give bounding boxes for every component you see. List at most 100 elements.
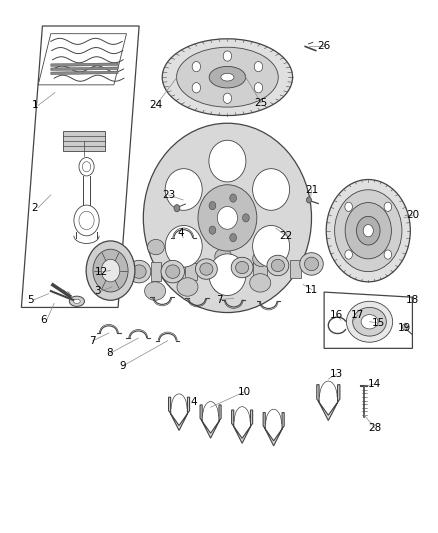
Text: 9: 9 (119, 361, 126, 372)
Polygon shape (51, 71, 118, 75)
Polygon shape (169, 397, 190, 431)
Ellipse shape (162, 39, 293, 116)
Text: 23: 23 (162, 190, 175, 200)
Ellipse shape (195, 259, 217, 279)
Polygon shape (217, 263, 231, 279)
Text: 16: 16 (330, 310, 343, 320)
Ellipse shape (267, 255, 289, 276)
Ellipse shape (93, 249, 128, 292)
Text: 10: 10 (238, 387, 251, 397)
Polygon shape (324, 292, 413, 349)
Ellipse shape (132, 265, 146, 278)
Text: 13: 13 (330, 369, 343, 379)
Ellipse shape (217, 206, 237, 229)
Text: 4: 4 (191, 397, 197, 407)
Text: 12: 12 (95, 266, 108, 277)
Text: 21: 21 (305, 185, 318, 195)
Ellipse shape (300, 253, 323, 275)
Polygon shape (51, 67, 118, 70)
Polygon shape (21, 26, 139, 308)
Text: 26: 26 (318, 42, 331, 52)
Ellipse shape (161, 260, 184, 283)
Circle shape (345, 250, 353, 259)
Ellipse shape (148, 239, 164, 255)
Ellipse shape (353, 308, 386, 336)
Text: 20: 20 (406, 211, 419, 220)
Circle shape (174, 205, 180, 212)
Circle shape (74, 205, 99, 236)
Ellipse shape (213, 275, 234, 294)
Ellipse shape (209, 67, 246, 88)
Polygon shape (51, 63, 118, 67)
Polygon shape (151, 262, 161, 281)
Polygon shape (317, 385, 340, 421)
Ellipse shape (165, 225, 202, 267)
Ellipse shape (209, 140, 246, 182)
Ellipse shape (253, 168, 290, 211)
Ellipse shape (165, 168, 202, 211)
Ellipse shape (215, 248, 232, 264)
Ellipse shape (253, 251, 269, 266)
Polygon shape (232, 410, 253, 443)
Circle shape (79, 158, 94, 176)
Polygon shape (184, 263, 197, 280)
Circle shape (192, 83, 201, 93)
Ellipse shape (304, 257, 318, 271)
Ellipse shape (345, 203, 392, 259)
Text: 18: 18 (406, 295, 419, 305)
Ellipse shape (198, 185, 257, 251)
Circle shape (254, 61, 263, 72)
Ellipse shape (253, 225, 290, 267)
Circle shape (384, 250, 392, 259)
Ellipse shape (335, 190, 402, 272)
Circle shape (223, 93, 232, 103)
Circle shape (230, 194, 237, 202)
Ellipse shape (271, 260, 284, 272)
Circle shape (307, 197, 311, 203)
Text: 7: 7 (89, 336, 96, 346)
Text: 1: 1 (32, 100, 38, 110)
Text: 28: 28 (368, 423, 381, 433)
Circle shape (254, 83, 263, 93)
Polygon shape (200, 405, 221, 438)
Text: 5: 5 (27, 295, 34, 305)
Ellipse shape (166, 265, 180, 278)
Ellipse shape (143, 123, 311, 312)
Text: 15: 15 (372, 318, 385, 328)
Ellipse shape (236, 261, 249, 273)
Text: 8: 8 (106, 349, 113, 359)
Ellipse shape (221, 74, 234, 81)
Text: 7: 7 (215, 295, 223, 305)
Polygon shape (38, 34, 127, 85)
Ellipse shape (357, 216, 380, 245)
Circle shape (243, 214, 249, 222)
Ellipse shape (250, 273, 271, 292)
Text: 14: 14 (368, 379, 381, 389)
Ellipse shape (69, 296, 85, 306)
Text: 3: 3 (95, 286, 101, 296)
Text: 25: 25 (254, 98, 268, 108)
Circle shape (82, 161, 91, 172)
Ellipse shape (127, 260, 151, 283)
Circle shape (209, 226, 216, 234)
Polygon shape (64, 131, 106, 151)
Circle shape (223, 51, 232, 61)
Text: 22: 22 (279, 231, 293, 241)
Ellipse shape (231, 257, 253, 278)
Polygon shape (253, 262, 267, 278)
Circle shape (384, 202, 392, 212)
Ellipse shape (145, 282, 166, 300)
Circle shape (403, 324, 407, 330)
Polygon shape (263, 413, 284, 446)
Circle shape (192, 61, 201, 72)
Text: 11: 11 (305, 285, 318, 295)
Polygon shape (128, 262, 138, 281)
Text: 4: 4 (178, 228, 184, 238)
Circle shape (230, 233, 237, 242)
Ellipse shape (181, 246, 198, 261)
Ellipse shape (86, 241, 135, 300)
Text: 17: 17 (351, 310, 364, 320)
Circle shape (79, 211, 94, 230)
Polygon shape (290, 260, 301, 278)
Ellipse shape (361, 314, 378, 329)
